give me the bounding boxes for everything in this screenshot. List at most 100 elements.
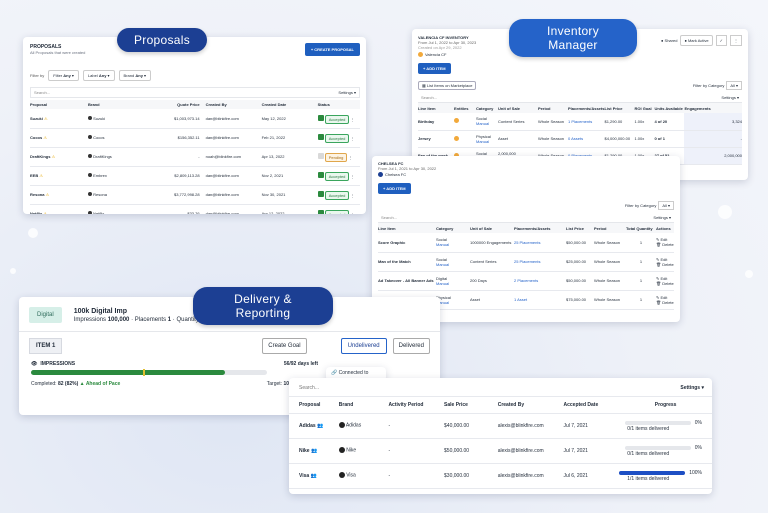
more-icon[interactable]: ⋮ [351,212,355,214]
proposals-subtitle: All Proposals that were created [30,50,86,55]
item-tab[interactable]: ITEM 1 [29,338,63,354]
add-item-button[interactable]: + ADD ITEM [418,63,451,74]
filter-select[interactable]: Filter Any ▾ [48,70,79,81]
table-row[interactable]: DraftKings ⚠ DraftKings - noah@blinkfire… [30,147,360,166]
placements: 2 Placements [514,278,539,283]
table-row[interactable]: EEB ⚠ Embrex $2,809,113.28 dan@blinkfire… [30,166,360,185]
status-cell[interactable]: Accepted ⋮ [317,166,360,185]
table-row[interactable]: Resona ⚠ Resona $3,772,998.28 dan@blinkf… [30,185,360,204]
label-select[interactable]: Label Any ▾ [82,70,115,81]
chelsea-table: Line Item Category Unit of Sale Placemen… [378,223,674,310]
table-header: Line Item Category Unit of Sale Placemen… [378,223,674,233]
created-date: Apr 13, 2022 [261,154,285,159]
proposals-settings-button[interactable]: Settings ▾ [338,90,356,95]
chelsea-add-item-button[interactable]: + ADD ITEM [378,183,411,194]
line-item[interactable]: Man of the Match [378,259,411,264]
create-proposal-button[interactable]: + CREATE PROPOSAL [304,43,360,56]
engagements: - [684,130,742,147]
created-by: alexis@blinkfire.com [497,472,544,479]
more-icon[interactable]: ⋮ [730,35,742,46]
table-row[interactable]: Score Graphic Social Manual 1000000 Engag… [378,233,674,252]
progress-search-input[interactable]: Search... [299,385,320,391]
proposal-name[interactable]: EEB ⚠ [30,173,43,178]
status-check-icon [317,172,324,178]
create-goal-button[interactable]: Create Goal [262,338,307,354]
status-cell[interactable]: Accepted ⋮ [317,185,360,204]
status-badge: Pending [324,153,348,162]
delete-button[interactable]: 🗑 Delete [656,280,674,286]
proposal-name[interactable]: Adidas 👥 [299,422,324,429]
proposal-name[interactable]: Cocos ⚠ [30,135,47,140]
edit-button[interactable]: ✎ Edit [656,275,668,281]
table-row[interactable]: Birthday Social Manual Content Series Who… [418,113,742,130]
delete-button[interactable]: 🗑 Delete [656,242,674,248]
status-cell[interactable]: Accepted ⋮ [317,204,360,214]
table-header: Proposal Brand Quote Price Created By Cr… [30,100,360,109]
created-by: dan@blinkfire.com [205,192,239,197]
more-icon[interactable]: ⋮ [350,174,355,179]
status-check-icon [317,191,324,197]
status-cell[interactable]: Pending ⋮ [317,147,360,166]
proposal-name[interactable]: DraftKings ⚠ [30,154,56,159]
table-row[interactable]: Cocos ⚠ Cocos $156,352.11 dan@blinkfire.… [30,128,360,147]
total-quantity: 1 [639,278,643,283]
decor-bubble [10,268,16,274]
line-item[interactable]: Birthday [418,118,435,124]
status-cell[interactable]: Accepted ⋮ [317,109,360,128]
edit-button[interactable]: ✎ Edit [656,294,668,300]
total-quantity: 1 [639,259,643,264]
proposal-name[interactable]: Netflix ⚠ [30,211,47,214]
table-row[interactable]: Nike 👥 Nike - $50,000.00 alexis@blinkfir… [289,438,712,463]
progress-settings-button[interactable]: Settings ▾ [680,385,704,391]
table-row[interactable]: Suzuki ⚠ Suzuki $1,003,973.14 dan@blinkf… [30,109,360,128]
delivered-tab[interactable]: Delivered [392,338,430,354]
chelsea-title: CHELSEA FC [378,161,404,166]
days-left: 56/92 days left [283,361,318,367]
line-item[interactable]: Score Graphic [378,239,406,245]
chelsea-settings-button[interactable]: Settings ▾ [653,215,671,220]
more-icon[interactable]: ⋮ [350,136,355,141]
brand-cell: DraftKings [88,147,174,166]
more-icon[interactable]: ⋮ [348,155,353,160]
people-icon: 👥 [317,422,324,429]
more-icon[interactable]: ⋮ [350,116,355,122]
list-marketplace-button[interactable]: ▦ List Items on Marketplace [418,81,477,90]
inventory-search-input[interactable]: Search... [421,95,438,100]
table-row[interactable]: Ad Takeover - All Banner Ads Digital Manu… [378,271,674,290]
category-select[interactable]: All ▾ [726,81,742,90]
check-icon[interactable]: ✓ [715,35,727,46]
mark-active-button[interactable]: ● Mark Active [680,35,713,46]
activity-period: - [388,447,391,454]
progress-cell: 100% 1/1 items delivered [619,463,712,488]
table-row[interactable]: Netflix ⚠ Netflix $33.76 dan@blinkfire.c… [30,204,360,214]
chelsea-search-input[interactable]: Search... [381,215,398,220]
table-row[interactable]: Visa 👥 Visa - $30,000.00 alexis@blinkfir… [289,463,712,488]
more-icon[interactable]: ⋮ [350,193,355,198]
status-cell[interactable]: Accepted ⋮ [317,128,360,147]
proposal-name[interactable]: Suzuki ⚠ [30,115,48,121]
proposals-search-input[interactable]: Search... [34,90,51,95]
progress-bar-track [624,445,691,450]
brand-select[interactable]: Brand Any ▾ [118,70,152,81]
target-text: Target: 10 [266,381,289,387]
delete-button[interactable]: 🗑 Delete [656,261,674,267]
proposal-name[interactable]: Nike 👥 [299,447,318,454]
table-row[interactable]: Adidas 👥 Adidas - $40,000.00 alexis@blin… [289,413,712,438]
line-item[interactable]: Fan of the week [418,147,454,164]
table-row[interactable]: Jersey Physical Manual Asset Whole Season… [418,130,742,147]
edit-button[interactable]: ✎ Edit [656,237,668,243]
proposal-name[interactable]: Resona ⚠ [30,192,50,197]
edit-button[interactable]: ✎ Edit [656,256,668,262]
proposal-name[interactable]: Visa 👥 [299,472,317,479]
entity-cell [454,113,476,130]
undelivered-tab[interactable]: Undelivered [340,338,387,354]
inventory-settings-button[interactable]: Settings ▾ [721,95,739,100]
chelsea-category-select[interactable]: All ▾ [658,201,674,210]
line-item[interactable]: Jersey [418,136,431,141]
delete-button[interactable]: 🗑 Delete [656,299,674,305]
table-row[interactable]: Man of the Match Social Manual Content Se… [378,252,674,271]
shared-toggle[interactable]: ● Shared [661,38,678,43]
line-item[interactable]: Ad Takeover - All Banner Ads [378,278,434,283]
progress-card: Search... Settings ▾ Proposal Brand Acti… [289,378,712,494]
